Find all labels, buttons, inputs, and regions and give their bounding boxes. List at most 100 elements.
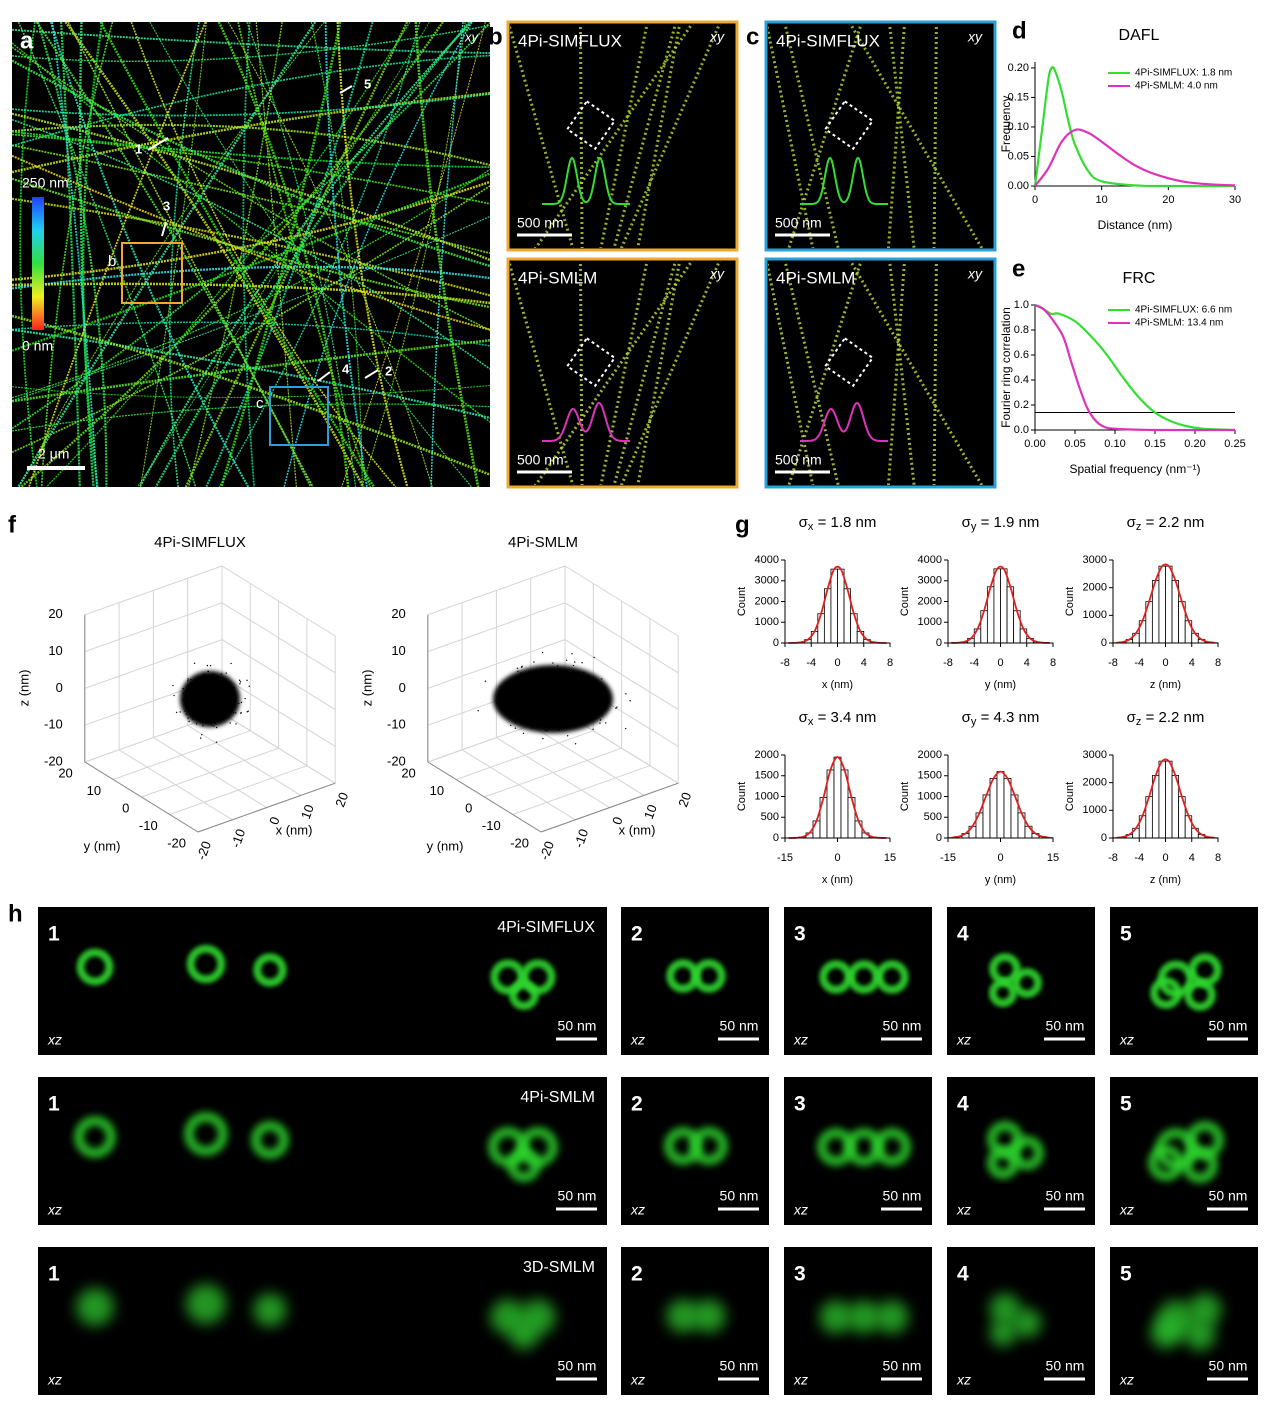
localization-dot	[217, 697, 219, 699]
fit-curve	[1116, 563, 1215, 644]
x-tick-label: 0.25	[1224, 438, 1245, 450]
localization-dot	[202, 694, 204, 697]
localization-dot	[579, 683, 581, 686]
localization-dot	[214, 695, 217, 697]
localization-dot	[227, 702, 230, 705]
localization-dot	[209, 684, 212, 687]
grid-line	[512, 765, 651, 815]
y-tick-label: 0	[936, 637, 942, 649]
localization-dot	[248, 685, 250, 688]
localization-dot	[588, 676, 590, 679]
localization-dot	[198, 689, 200, 691]
view-label: xz	[47, 1202, 62, 1218]
localization-dot	[603, 685, 605, 688]
localization-dot	[563, 697, 565, 699]
localization-dot	[213, 725, 215, 727]
filament	[783, 24, 840, 248]
y-tick-label: 500	[924, 811, 942, 823]
localization-dot	[225, 680, 228, 683]
localization-dot	[574, 691, 577, 694]
filament	[848, 24, 984, 248]
localization-dot	[214, 714, 216, 716]
localization-dot	[565, 682, 567, 684]
localization-dot	[532, 689, 534, 692]
image-xz	[38, 1077, 607, 1225]
roi-label: c	[256, 395, 264, 412]
filament	[12, 154, 490, 331]
localization-dot	[538, 687, 540, 689]
localization-dot	[509, 710, 511, 713]
y-tick-label: 0	[773, 832, 779, 844]
x-tick-label: 4	[1189, 657, 1195, 669]
y-tick-label: 2000	[1083, 582, 1107, 594]
localization-dot	[238, 702, 240, 705]
localization-dot	[212, 689, 214, 692]
filament	[219, 22, 342, 487]
localization-dot	[537, 680, 540, 682]
filament	[12, 384, 490, 398]
localization-dot	[218, 682, 221, 685]
x-axis-label: y (nm)	[985, 679, 1016, 691]
x-tick-label: 0	[834, 852, 840, 864]
grid-line	[84, 565, 223, 616]
title-symbol: σ	[1127, 709, 1137, 726]
localization-dot	[519, 690, 521, 693]
colorbar	[32, 197, 44, 330]
localization-dot	[565, 659, 568, 661]
localization-dot	[184, 697, 186, 699]
localization-dot	[225, 672, 227, 674]
localization-dot	[235, 723, 237, 725]
y-tick-label: 1.0	[1014, 299, 1029, 311]
localization-dot	[201, 677, 203, 679]
localization-dot	[525, 693, 527, 696]
panel-letter: b	[488, 23, 503, 50]
panel-number: 2	[631, 1093, 643, 1116]
panel-number: 2	[631, 923, 643, 946]
histogram-bar	[1019, 628, 1028, 644]
localization-dot	[552, 683, 555, 686]
localization-dot	[187, 704, 189, 706]
title-subscript: y	[971, 521, 977, 533]
chart-title: σz = 2.2 nm	[1127, 709, 1205, 728]
localization-dot	[521, 718, 523, 721]
localization-dot	[225, 699, 228, 701]
x-axis-label: z (nm)	[1150, 679, 1181, 691]
ring	[1150, 977, 1182, 1009]
localization-dot	[226, 714, 229, 716]
localization-dot	[554, 714, 556, 716]
localization-dot	[238, 679, 241, 681]
view-label: xz	[1119, 1032, 1134, 1048]
localization-dot	[193, 711, 195, 713]
filament	[599, 24, 649, 248]
localization-dot	[563, 680, 565, 682]
scalebar-label: 50 nm	[1046, 1018, 1085, 1034]
histogram-bar	[812, 820, 821, 839]
x-tick-label: -4	[1134, 657, 1144, 669]
localization-dot	[214, 694, 217, 696]
filament	[19, 22, 38, 487]
y-tick-label: 1500	[755, 770, 779, 782]
localization-dot	[510, 684, 513, 687]
localization-dot	[578, 684, 580, 687]
localization-dot	[580, 717, 582, 719]
localization-dot	[195, 690, 197, 693]
image-xy-zoom	[764, 20, 997, 252]
localization-dot	[210, 704, 212, 706]
panel-letter: h	[8, 900, 23, 927]
x-tick-label: 0	[609, 815, 626, 827]
localization-dot	[203, 673, 205, 675]
localization-dot	[240, 701, 243, 704]
localization-dot	[567, 703, 570, 706]
y-axis-label: Frequency	[999, 96, 1013, 153]
view-label: xz	[630, 1032, 645, 1048]
localization-dot	[580, 679, 582, 681]
localization-dot	[540, 686, 543, 689]
title-text: = 2.2 nm	[1141, 709, 1204, 726]
localization-dot	[220, 673, 223, 675]
chart-title: DAFL	[1119, 27, 1160, 44]
localization-dot	[213, 673, 215, 675]
localization-dot	[616, 706, 618, 708]
localization-dot	[539, 711, 542, 713]
histogram-bar	[1165, 760, 1173, 839]
filaments	[510, 261, 722, 485]
